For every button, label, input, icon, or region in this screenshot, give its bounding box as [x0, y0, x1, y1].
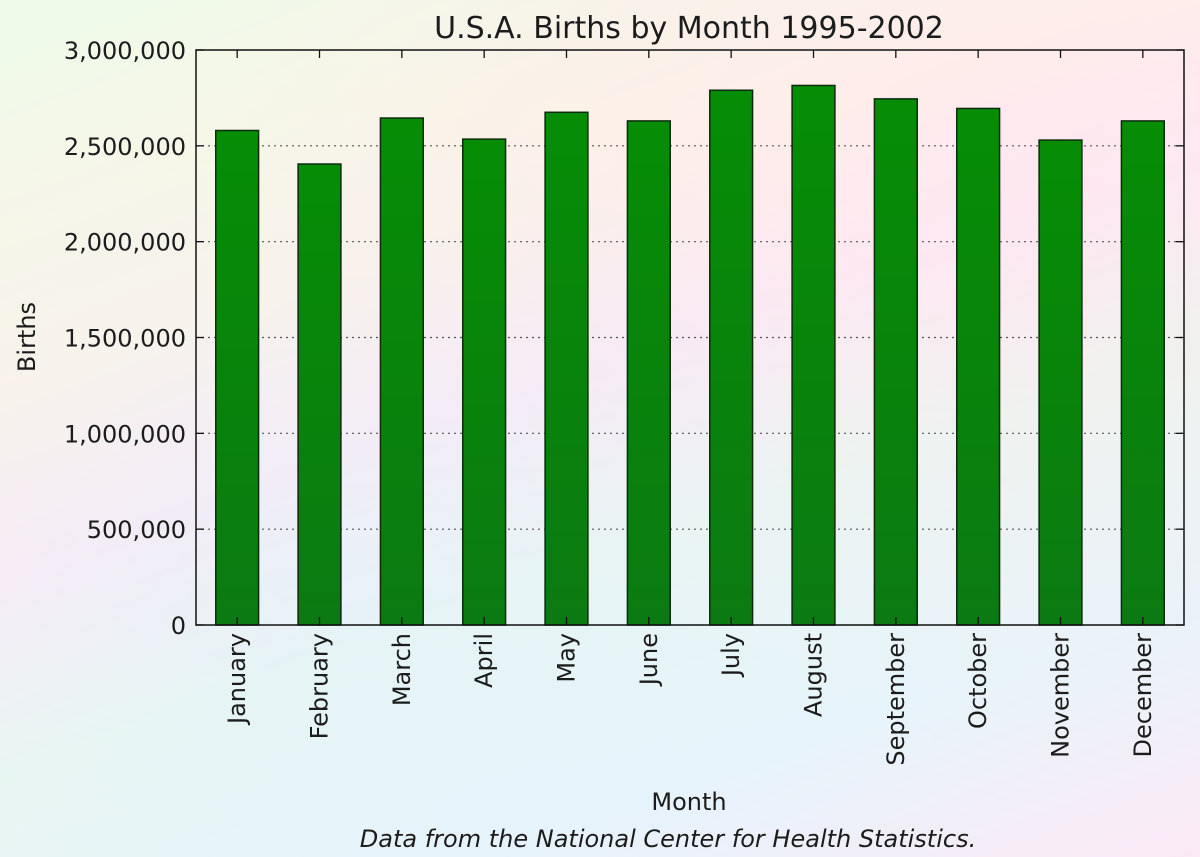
x-tick-label: August: [800, 633, 828, 717]
y-tick-label: 500,000: [87, 516, 186, 544]
x-tick-label: October: [964, 633, 992, 729]
x-tick-label: September: [882, 633, 910, 766]
bar-january: [215, 129, 260, 626]
y-axis-label: Births: [13, 302, 41, 372]
chart-caption: Data from the National Center for Health…: [360, 825, 976, 853]
y-tick-label: 2,500,000: [64, 133, 186, 161]
y-tick-label: 0: [171, 612, 186, 640]
ticks-layer: [196, 49, 1184, 626]
x-tick-label: July: [717, 633, 745, 678]
bar-october: [956, 107, 1001, 626]
x-tick-label: January: [223, 633, 251, 726]
x-tick-label: May: [553, 633, 581, 683]
y-tick-label: 3,000,000: [64, 37, 186, 65]
bars-layer: [215, 84, 1165, 626]
bar-december: [1120, 120, 1165, 626]
x-axis-label: Month: [651, 788, 726, 816]
bar-september: [873, 98, 918, 626]
x-tick-labels: January February March April May June July Augu…: [223, 633, 1157, 766]
x-tick-label: February: [306, 633, 334, 739]
bar-august: [791, 84, 836, 626]
y-tick-labels: 0 500,000 1,000,000 1,500,000 2,000,000 2,500…: [64, 37, 186, 640]
chart-title: U.S.A. Births by Month 1995-2002: [434, 11, 944, 46]
y-tick-label: 1,500,000: [64, 325, 186, 353]
bar-february: [297, 163, 342, 626]
bar-march: [379, 117, 424, 626]
x-tick-label: March: [388, 633, 416, 706]
bar-may: [544, 111, 589, 626]
x-tick-label: April: [470, 633, 498, 688]
x-tick-label: December: [1129, 633, 1157, 758]
bar-june: [626, 120, 671, 626]
grid-layer: [196, 145, 1184, 530]
y-tick-label: 2,000,000: [64, 229, 186, 257]
bar-november: [1038, 139, 1083, 626]
bar-april: [462, 138, 507, 626]
y-tick-label: 1,000,000: [64, 420, 186, 448]
x-tick-label: November: [1047, 633, 1075, 758]
bar-july: [709, 89, 754, 626]
x-tick-label: June: [635, 633, 663, 687]
